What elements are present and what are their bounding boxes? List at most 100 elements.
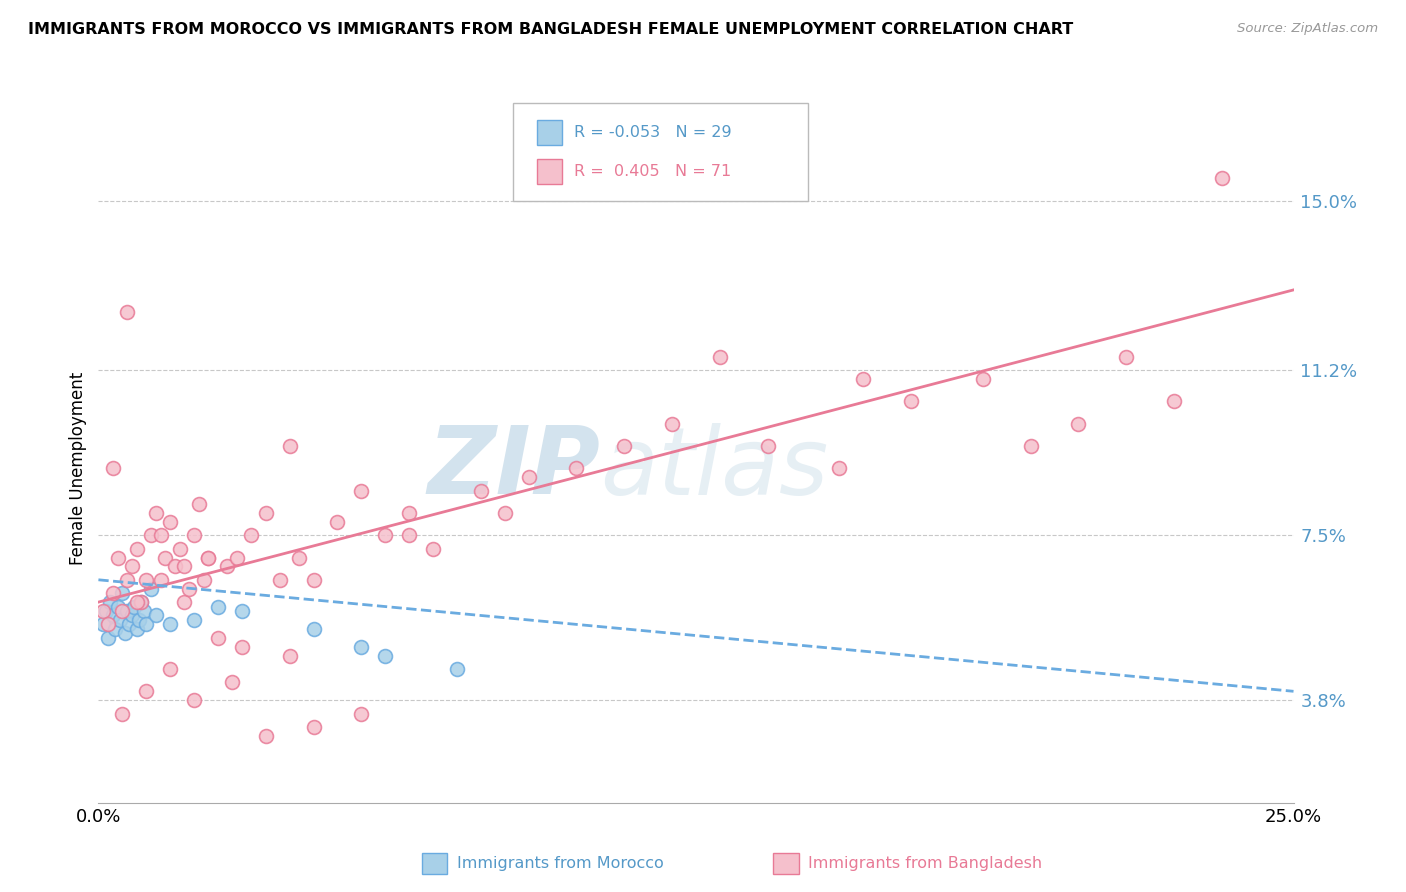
Point — [302, 720, 325, 734]
Point — [125, 541, 148, 556]
Point — [111, 604, 134, 618]
Point — [125, 595, 148, 609]
Point — [565, 461, 588, 475]
Point — [145, 608, 167, 623]
Point — [155, 550, 177, 565]
Point — [197, 550, 219, 565]
Point — [173, 595, 195, 609]
Point — [197, 550, 219, 565]
Point — [187, 497, 209, 511]
Point — [240, 528, 263, 542]
Point — [114, 626, 136, 640]
Point — [118, 617, 141, 632]
Point — [1115, 350, 1137, 364]
Point — [111, 586, 134, 600]
Point — [107, 599, 129, 614]
Point — [159, 617, 181, 632]
Text: IMMIGRANTS FROM MOROCCO VS IMMIGRANTS FROM BANGLADESH FEMALE UNEMPLOYMENT CORREL: IMMIGRANTS FROM MOROCCO VS IMMIGRANTS FR… — [28, 22, 1073, 37]
Point — [226, 550, 249, 565]
Text: Immigrants from Bangladesh: Immigrants from Bangladesh — [808, 856, 1043, 871]
Point — [1019, 439, 1042, 453]
Point — [207, 631, 229, 645]
Point — [350, 483, 373, 498]
Point — [169, 541, 191, 556]
Point — [139, 528, 162, 542]
Point — [278, 648, 301, 663]
Point — [422, 541, 444, 556]
Text: R = -0.053   N = 29: R = -0.053 N = 29 — [574, 125, 731, 139]
Point — [709, 350, 731, 364]
Point — [350, 640, 373, 654]
Text: Immigrants from Morocco: Immigrants from Morocco — [457, 856, 664, 871]
Text: R =  0.405   N = 71: R = 0.405 N = 71 — [574, 164, 731, 178]
Y-axis label: Female Unemployment: Female Unemployment — [69, 372, 87, 565]
Point — [350, 706, 373, 721]
Point — [179, 582, 201, 596]
Point — [121, 559, 143, 574]
Point — [288, 550, 311, 565]
Point — [1211, 171, 1233, 186]
Point — [494, 506, 516, 520]
Point — [115, 305, 138, 319]
Point — [163, 559, 186, 574]
Point — [108, 613, 131, 627]
Point — [828, 461, 851, 475]
Point — [115, 573, 138, 587]
Point — [111, 706, 134, 721]
Point — [125, 622, 148, 636]
Point — [470, 483, 492, 498]
Point — [183, 613, 205, 627]
Point — [221, 675, 243, 690]
Point — [145, 506, 167, 520]
Point — [149, 573, 172, 587]
Point — [374, 528, 396, 542]
Point — [135, 617, 157, 632]
Point — [121, 608, 143, 623]
Point — [149, 528, 172, 542]
Point — [139, 582, 162, 596]
Point — [91, 617, 114, 632]
Point — [302, 622, 325, 636]
Point — [107, 550, 129, 565]
Point — [517, 470, 540, 484]
Point — [661, 417, 683, 431]
Point — [101, 461, 124, 475]
Point — [104, 622, 127, 636]
Point — [193, 573, 215, 587]
Point — [124, 599, 146, 614]
Point — [231, 604, 253, 618]
Point — [115, 604, 138, 618]
Point — [132, 604, 155, 618]
Point — [231, 640, 253, 654]
Point — [269, 573, 291, 587]
Point — [131, 595, 153, 609]
Text: atlas: atlas — [600, 423, 828, 514]
Point — [374, 648, 396, 663]
Point — [101, 586, 124, 600]
Point — [900, 394, 922, 409]
Point — [131, 595, 153, 609]
Point — [254, 506, 277, 520]
Point — [852, 372, 875, 386]
Point — [302, 573, 325, 587]
Point — [183, 528, 205, 542]
Point — [97, 631, 120, 645]
Point — [254, 729, 277, 743]
Point — [101, 608, 124, 623]
Text: Source: ZipAtlas.com: Source: ZipAtlas.com — [1237, 22, 1378, 36]
Point — [207, 599, 229, 614]
Point — [326, 515, 349, 529]
Point — [91, 604, 114, 618]
Point — [398, 528, 420, 542]
Point — [278, 439, 301, 453]
Point — [128, 613, 150, 627]
Point — [98, 595, 122, 609]
Point — [1067, 417, 1090, 431]
Point — [756, 439, 779, 453]
Point — [159, 515, 181, 529]
Point — [97, 617, 120, 632]
Text: ZIP: ZIP — [427, 422, 600, 515]
Point — [135, 684, 157, 698]
Point — [217, 559, 239, 574]
Point — [398, 506, 420, 520]
